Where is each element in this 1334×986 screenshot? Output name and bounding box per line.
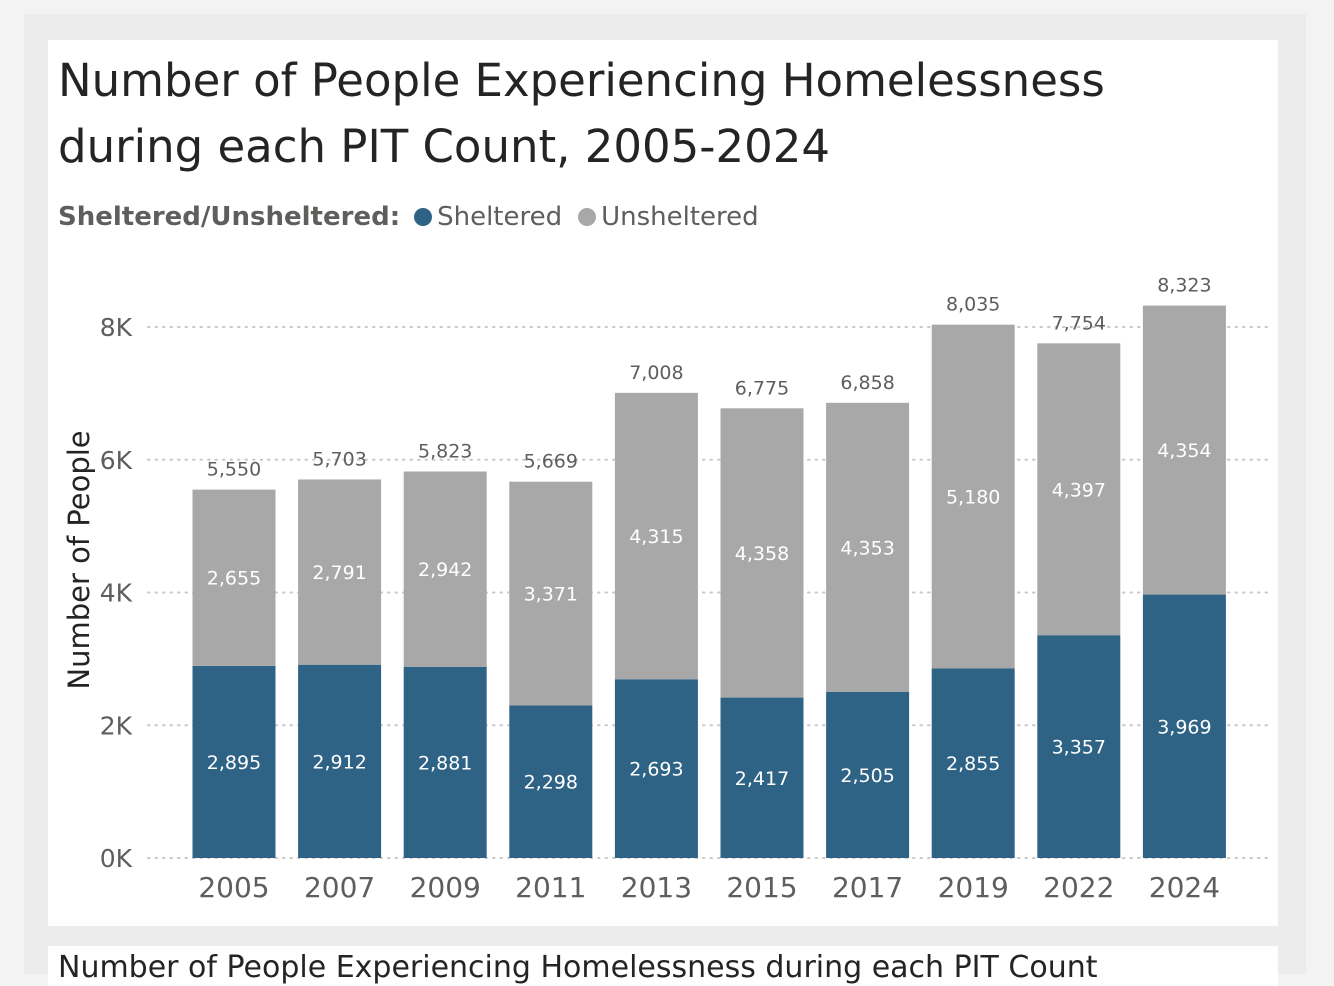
segment-value-label: 4,315 [629,526,683,548]
legend-item-unsheltered[interactable]: Unsheltered [578,202,759,232]
total-value-label: 8,035 [946,294,1000,316]
legend-dot-sheltered [414,208,433,226]
stacked-bar-chart: 0K 2K 4K 6K 8K 2,895 2,655 5,550 2,912 2,791 5,70… [62,275,1274,904]
y-tick-label: 4K [100,579,133,608]
segment-value-label: 3,969 [1157,716,1211,738]
segment-value-label: 2,417 [735,768,789,790]
legend-title: Sheltered/Unsheltered: [58,202,401,232]
bar-segment-sheltered[interactable] [403,666,487,858]
y-axis-title: Number of People [62,430,96,689]
segment-value-label: 2,881 [418,752,472,774]
x-tick-label: 2005 [198,871,269,904]
bar-segment-sheltered[interactable] [192,665,276,858]
legend-dot-unsheltered [578,208,597,226]
segment-value-label: 4,354 [1157,440,1211,462]
y-axis-ticks: 0K 2K 4K 6K 8K [100,313,133,873]
segment-value-label: 2,942 [418,559,472,581]
segment-value-label: 2,298 [524,772,578,794]
bar-segment-unsheltered[interactable] [614,392,698,680]
bar-segment-unsheltered[interactable] [298,479,382,665]
segment-value-label: 2,693 [629,759,683,781]
next-chart-card: Number of People Experiencing Homelessne… [48,946,1278,986]
segment-value-label: 3,371 [524,584,578,606]
x-tick-label: 2011 [515,871,586,904]
data-labels: 2,895 2,655 5,550 2,912 2,791 5,703 2,881 2,942… [207,275,1212,794]
segment-value-label: 2,855 [946,753,1000,775]
next-chart-title: Number of People Experiencing Homelessne… [58,950,1098,985]
bar-segment-sheltered[interactable] [614,679,698,858]
total-value-label: 6,775 [735,377,789,399]
segment-value-label: 5,180 [946,487,1000,509]
x-tick-label: 2007 [304,871,375,904]
segment-value-label: 2,655 [207,568,261,590]
segment-value-label: 2,791 [312,562,366,584]
x-tick-label: 2024 [1149,871,1220,904]
chart-card: Number of People Experiencing Homelessne… [48,40,1278,926]
bar-segment-sheltered[interactable] [298,664,382,858]
x-tick-label: 2015 [726,871,797,904]
y-tick-label: 0K [100,844,133,873]
x-tick-label: 2013 [621,871,692,904]
bar-segment-unsheltered[interactable] [1037,343,1121,636]
x-axis-ticks: 2005 2007 2009 2011 2013 2015 2017 2019 2022 2024 [198,871,1220,904]
bar-segment-unsheltered[interactable] [1142,305,1226,595]
total-value-label: 6,858 [840,372,894,394]
segment-value-label: 2,895 [207,752,261,774]
segment-value-label: 3,357 [1052,737,1106,759]
x-tick-label: 2017 [832,871,903,904]
total-value-label: 7,754 [1052,312,1106,334]
y-tick-label: 2K [100,711,133,740]
chart-legend: Sheltered/Unsheltered: Sheltered Unshelt… [58,200,775,234]
total-value-label: 5,823 [418,440,472,462]
bar-segment-sheltered[interactable] [931,668,1015,858]
segment-value-label: 2,912 [312,751,366,773]
y-tick-label: 8K [100,313,133,342]
y-tick-label: 6K [100,446,133,475]
bar-segment-unsheltered[interactable] [403,471,487,667]
segment-value-label: 2,505 [840,765,894,787]
bar-segment-sheltered[interactable] [826,691,910,858]
segment-value-label: 4,358 [735,543,789,565]
bar-segment-unsheltered[interactable] [509,481,593,706]
legend-label-sheltered: Sheltered [437,202,563,232]
segment-value-label: 4,353 [840,537,894,559]
bar-segment-unsheltered[interactable] [931,324,1015,669]
legend-item-sheltered[interactable]: Sheltered [414,202,562,232]
bar-segment-unsheltered[interactable] [720,408,804,698]
bar-segment-sheltered[interactable] [720,697,804,858]
bars [192,305,1226,858]
total-value-label: 5,550 [207,459,261,481]
bar-segment-unsheltered[interactable] [192,489,276,666]
total-value-label: 5,669 [524,451,578,473]
bar-segment-sheltered[interactable] [1142,594,1226,858]
legend-label-unsheltered: Unsheltered [601,202,759,232]
x-tick-label: 2022 [1043,871,1114,904]
bar-segment-unsheltered[interactable] [826,402,910,692]
bar-segment-sheltered[interactable] [1037,635,1121,858]
total-value-label: 7,008 [629,362,683,384]
total-value-label: 5,703 [312,448,366,470]
chart-title: Number of People Experiencing Homelessne… [58,54,1105,173]
x-tick-label: 2009 [410,871,481,904]
x-tick-label: 2019 [938,871,1009,904]
total-value-label: 8,323 [1157,275,1211,297]
segment-value-label: 4,397 [1052,479,1106,501]
bar-segment-sheltered[interactable] [509,705,593,858]
